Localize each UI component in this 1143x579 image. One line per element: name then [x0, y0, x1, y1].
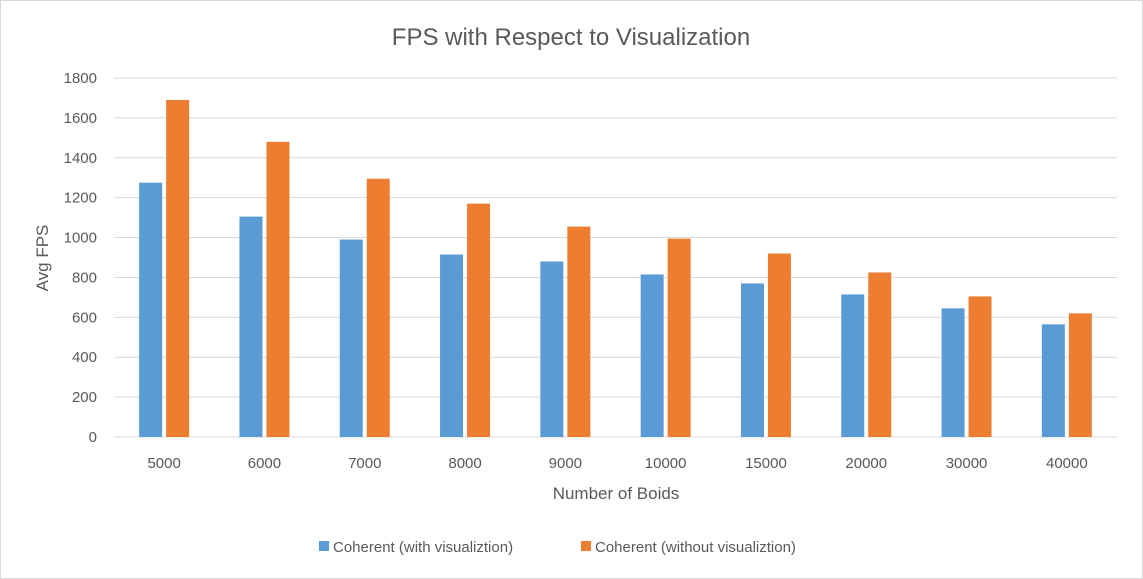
y-tick-label: 0 [89, 429, 97, 446]
bar-without-visualization-10000 [667, 238, 691, 437]
bar-without-visualization-7000 [366, 178, 390, 437]
legend: Coherent (with visualiztion) Coherent (wi… [319, 539, 796, 556]
bar-with-visualization-8000 [440, 254, 464, 437]
y-tick-label: 1400 [64, 150, 97, 167]
x-tick-label: 9000 [549, 455, 582, 472]
legend-swatch [581, 541, 591, 551]
chart-title: FPS with Respect to Visualization [392, 24, 750, 51]
bar-with-visualization-10000 [640, 274, 664, 437]
bar-without-visualization-9000 [567, 226, 591, 437]
bar-without-visualization-15000 [767, 253, 791, 437]
legend-swatch [319, 541, 329, 551]
gridlines [114, 77, 1117, 438]
bar-with-visualization-20000 [841, 294, 865, 437]
y-axis-ticks: 0 200 400 600 800 1000 1200 1400 1600 1800 [64, 70, 97, 446]
bar-with-visualization-40000 [1041, 324, 1065, 437]
x-tick-label: 20000 [845, 455, 887, 472]
bar-with-visualization-7000 [339, 239, 363, 437]
bar-without-visualization-30000 [968, 296, 992, 437]
y-tick-label: 1600 [64, 110, 97, 127]
x-tick-label: 7000 [348, 455, 381, 472]
bar-with-visualization-9000 [540, 261, 564, 437]
x-tick-label: 15000 [745, 455, 787, 472]
x-tick-label: 30000 [946, 455, 988, 472]
bar-without-visualization-5000 [166, 99, 190, 437]
x-axis-ticks: 5000 6000 7000 8000 9000 10000 15000 20000 30000… [147, 455, 1087, 472]
x-tick-label: 40000 [1046, 455, 1088, 472]
y-tick-label: 200 [72, 389, 97, 406]
x-tick-label: 5000 [147, 455, 180, 472]
x-tick-label: 6000 [248, 455, 281, 472]
bar-without-visualization-40000 [1068, 313, 1092, 437]
bars [139, 99, 1092, 438]
x-tick-label: 10000 [645, 455, 687, 472]
bar-without-visualization-8000 [467, 203, 491, 437]
bar-with-visualization-5000 [139, 182, 163, 437]
y-tick-label: 400 [72, 349, 97, 366]
bar-with-visualization-6000 [239, 216, 263, 437]
bar-without-visualization-6000 [266, 141, 290, 438]
y-axis-title: Avg FPS [33, 225, 52, 292]
y-tick-label: 1800 [64, 70, 97, 87]
y-tick-label: 800 [72, 269, 97, 286]
bar-with-visualization-30000 [941, 308, 965, 437]
y-tick-label: 1200 [64, 190, 97, 207]
x-tick-label: 8000 [448, 455, 481, 472]
y-tick-label: 600 [72, 309, 97, 326]
legend-label: Coherent (with visualiztion) [333, 539, 513, 556]
bar-without-visualization-20000 [868, 272, 892, 437]
x-axis-title: Number of Boids [553, 484, 680, 503]
y-tick-label: 1000 [64, 230, 97, 247]
bar-with-visualization-15000 [740, 283, 764, 437]
legend-label: Coherent (without visualiztion) [595, 539, 796, 556]
